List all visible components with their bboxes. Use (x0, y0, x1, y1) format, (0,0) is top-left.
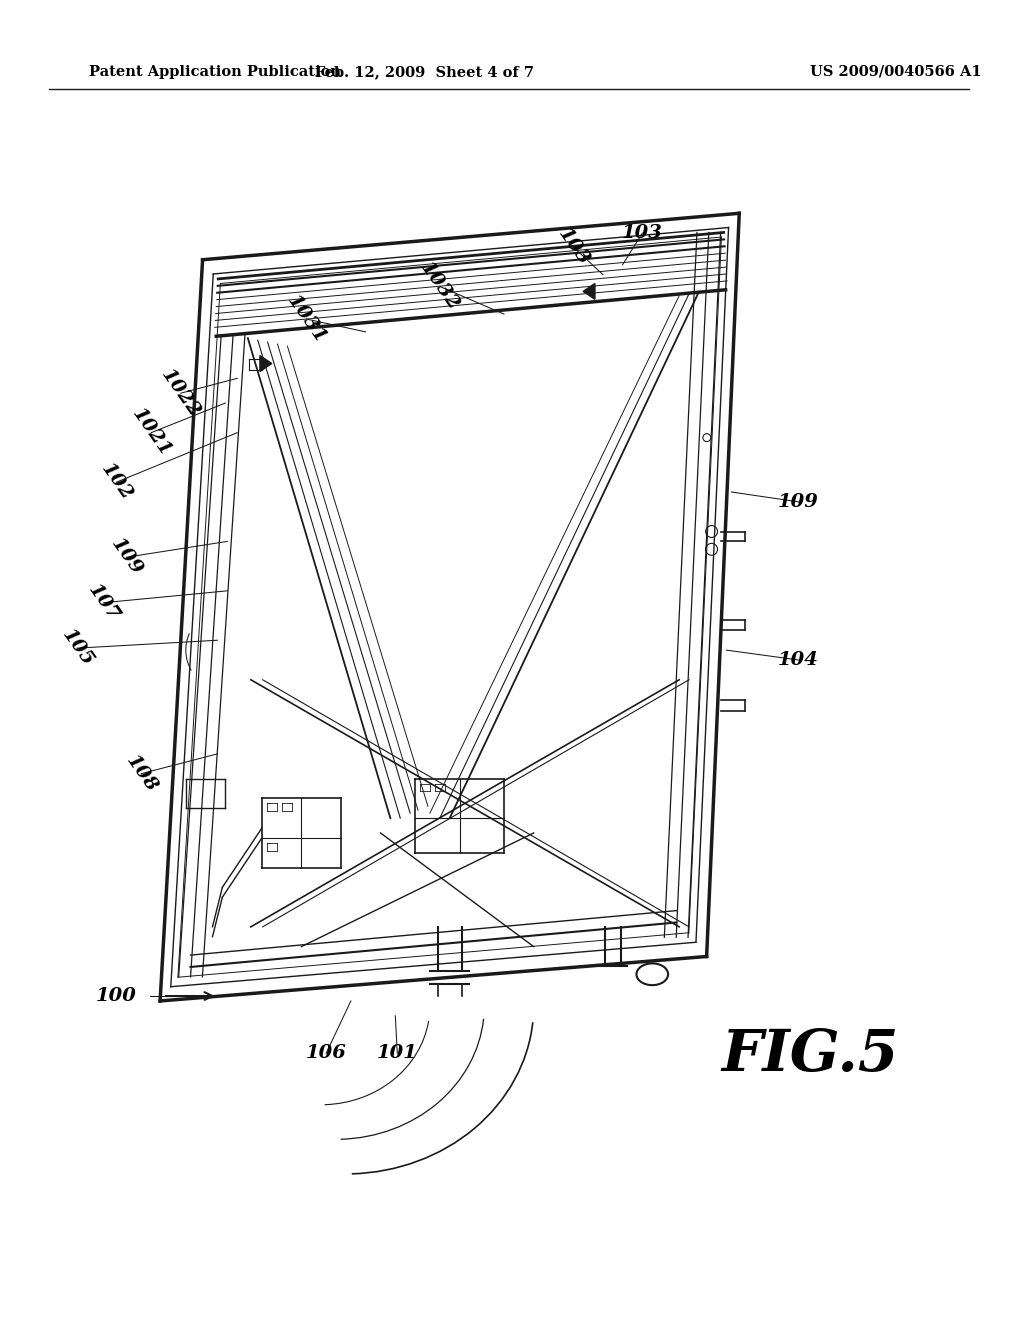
Text: 109: 109 (778, 492, 819, 511)
Text: 101: 101 (377, 1044, 418, 1063)
Text: FIG.5: FIG.5 (722, 1027, 899, 1084)
Text: 1022: 1022 (158, 366, 204, 421)
Text: 102: 102 (97, 461, 136, 504)
Text: 107: 107 (85, 581, 123, 624)
Text: 1032: 1032 (417, 259, 463, 314)
Text: 103: 103 (554, 224, 592, 269)
Text: 1021: 1021 (128, 405, 174, 461)
Text: 104: 104 (778, 651, 819, 669)
Text: 106: 106 (306, 1044, 346, 1063)
Text: 103: 103 (622, 224, 663, 242)
Polygon shape (260, 355, 271, 371)
Text: 100: 100 (96, 987, 137, 1005)
Text: 1031: 1031 (284, 292, 330, 347)
Text: Feb. 12, 2009  Sheet 4 of 7: Feb. 12, 2009 Sheet 4 of 7 (315, 65, 535, 79)
Text: 108: 108 (122, 752, 161, 796)
Text: US 2009/0040566 A1: US 2009/0040566 A1 (810, 65, 982, 79)
Text: 109: 109 (108, 536, 145, 579)
Text: Patent Application Publication: Patent Application Publication (89, 65, 341, 79)
Text: 105: 105 (58, 626, 96, 671)
Polygon shape (583, 284, 595, 300)
